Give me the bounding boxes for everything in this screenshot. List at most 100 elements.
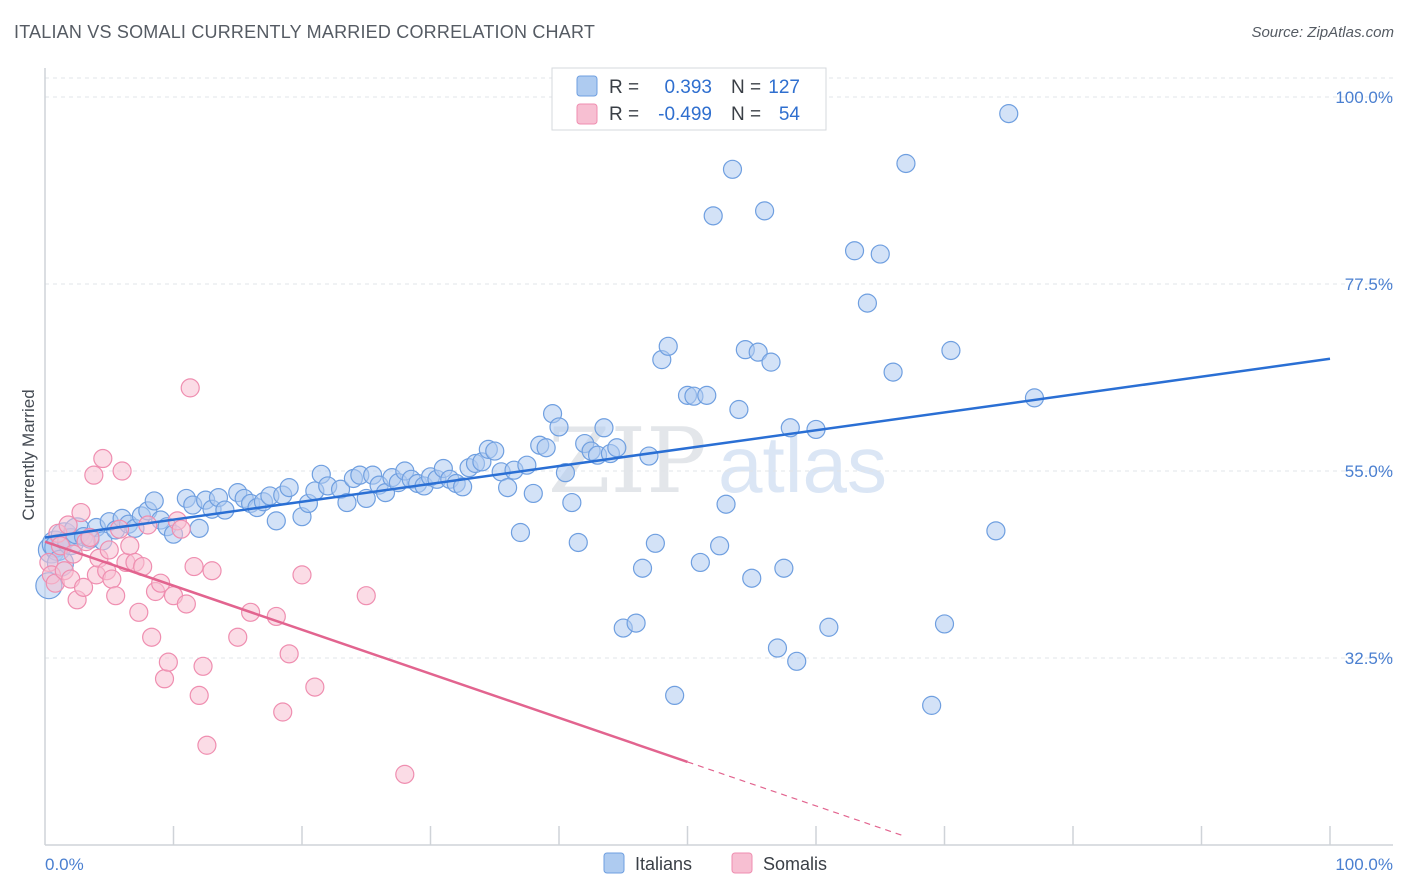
data-point-italians <box>896 153 916 174</box>
data-point-italians <box>742 568 762 588</box>
data-point-somalis <box>395 764 415 784</box>
data-point-italians <box>922 695 942 715</box>
data-point-somalis <box>202 561 222 581</box>
data-point-italians <box>594 418 614 438</box>
data-point-italians <box>189 518 209 538</box>
legend-r-value-italians: 0.393 <box>664 77 712 98</box>
data-point-italians <box>453 477 473 497</box>
data-point-somalis <box>106 586 126 606</box>
data-point-italians <box>498 478 518 498</box>
data-point-italians <box>787 651 807 671</box>
data-point-italians <box>144 491 164 511</box>
legend-swatch-italians <box>576 75 598 97</box>
data-point-somalis <box>112 461 132 481</box>
data-point-italians <box>844 241 865 261</box>
data-point-italians <box>870 244 890 264</box>
data-point-italians <box>549 417 569 437</box>
data-point-somalis <box>356 586 376 606</box>
x-tick-label-max: 100.0% <box>1335 855 1393 874</box>
legend-r-label-somalis: R = <box>609 104 639 125</box>
data-point-somalis <box>305 677 325 697</box>
data-point-italians <box>774 558 794 578</box>
legend-n-label-somalis: N = <box>731 104 761 125</box>
data-point-italians <box>665 685 685 706</box>
data-point-somalis <box>176 594 196 614</box>
data-point-italians <box>607 438 627 458</box>
data-point-somalis <box>154 669 175 689</box>
legend-r-value-somalis: -0.499 <box>658 104 712 125</box>
data-point-italians <box>555 463 576 483</box>
data-point-somalis <box>120 536 140 556</box>
trend-lines <box>44 357 1331 838</box>
legend-r-label-italians: R = <box>609 77 639 98</box>
data-point-italians <box>523 483 543 504</box>
data-point-somalis <box>102 569 122 589</box>
y-tick-label: 32.5% <box>1345 649 1393 668</box>
data-point-italians <box>645 533 665 553</box>
bottom-legend-swatch-italians <box>603 852 625 874</box>
data-point-somalis <box>171 519 191 539</box>
data-point-italians <box>485 441 505 461</box>
data-point-somalis <box>129 602 149 622</box>
data-point-somalis <box>93 448 113 469</box>
data-point-italians <box>716 494 736 514</box>
data-point-italians <box>883 362 903 382</box>
series-somalis <box>39 378 415 784</box>
data-point-somalis <box>142 627 162 647</box>
chart-title: ITALIAN VS SOMALI CURRENTLY MARRIED CORR… <box>14 22 596 42</box>
trend-line-somalis <box>44 540 688 764</box>
y-tick-labels: 32.5% 55.0% 77.5% 100.0% <box>1335 88 1393 668</box>
data-point-italians <box>632 558 653 578</box>
data-point-italians <box>999 104 1019 124</box>
data-point-somalis <box>184 556 204 577</box>
axes <box>44 68 1393 846</box>
stats-legend-box <box>551 67 827 131</box>
bottom-legend-label-somalis: Somalis <box>763 854 827 874</box>
data-point-italians <box>857 293 878 313</box>
data-point-somalis <box>99 540 119 560</box>
data-point-italians <box>536 438 556 458</box>
bottom-legend-label-italians: Italians <box>635 854 692 874</box>
data-point-somalis <box>279 644 299 664</box>
data-point-somalis <box>273 702 293 722</box>
data-point-somalis <box>158 652 178 672</box>
stats-legend: R = 0.393 N = 127 R = -0.499 N = 54 <box>551 67 827 131</box>
data-point-italians <box>941 340 961 361</box>
legend-n-value-somalis: 54 <box>779 104 801 125</box>
bottom-legend-swatch-somalis <box>731 852 753 874</box>
data-point-somalis <box>228 627 248 647</box>
watermark-atlas: atlas <box>718 420 887 509</box>
legend-swatch-somalis <box>576 103 598 125</box>
legend-n-label-italians: N = <box>731 77 761 98</box>
data-point-italians <box>819 617 839 637</box>
legend-n-value-italians: 127 <box>768 77 800 98</box>
data-point-somalis <box>71 502 91 523</box>
data-point-italians <box>986 521 1006 541</box>
data-point-italians <box>729 399 749 420</box>
data-point-italians <box>568 532 588 553</box>
data-point-italians <box>703 206 723 226</box>
trend-line-somalis-extension <box>687 761 907 838</box>
data-point-somalis <box>197 735 217 755</box>
y-tick-label: 55.0% <box>1345 462 1393 481</box>
source-label: Source: ZipAtlas.com <box>1251 24 1394 41</box>
y-tick-label: 77.5% <box>1345 275 1393 294</box>
data-point-italians <box>510 522 531 543</box>
y-tick-label: 100.0% <box>1335 88 1393 107</box>
data-point-italians <box>626 613 646 633</box>
data-point-italians <box>266 511 286 531</box>
data-point-italians <box>722 159 743 179</box>
x-ticks <box>172 826 1331 845</box>
data-point-somalis <box>266 606 286 627</box>
data-point-italians <box>754 201 775 221</box>
data-point-italians <box>767 638 788 658</box>
data-point-somalis <box>84 465 104 485</box>
x-tick-label-min: 0.0% <box>45 855 84 874</box>
data-point-somalis <box>193 656 213 676</box>
y-axis-title: Currently Married <box>19 389 38 520</box>
data-point-italians <box>639 446 659 466</box>
data-point-italians <box>215 500 235 520</box>
gridlines <box>45 77 1393 659</box>
data-point-italians <box>658 336 678 356</box>
